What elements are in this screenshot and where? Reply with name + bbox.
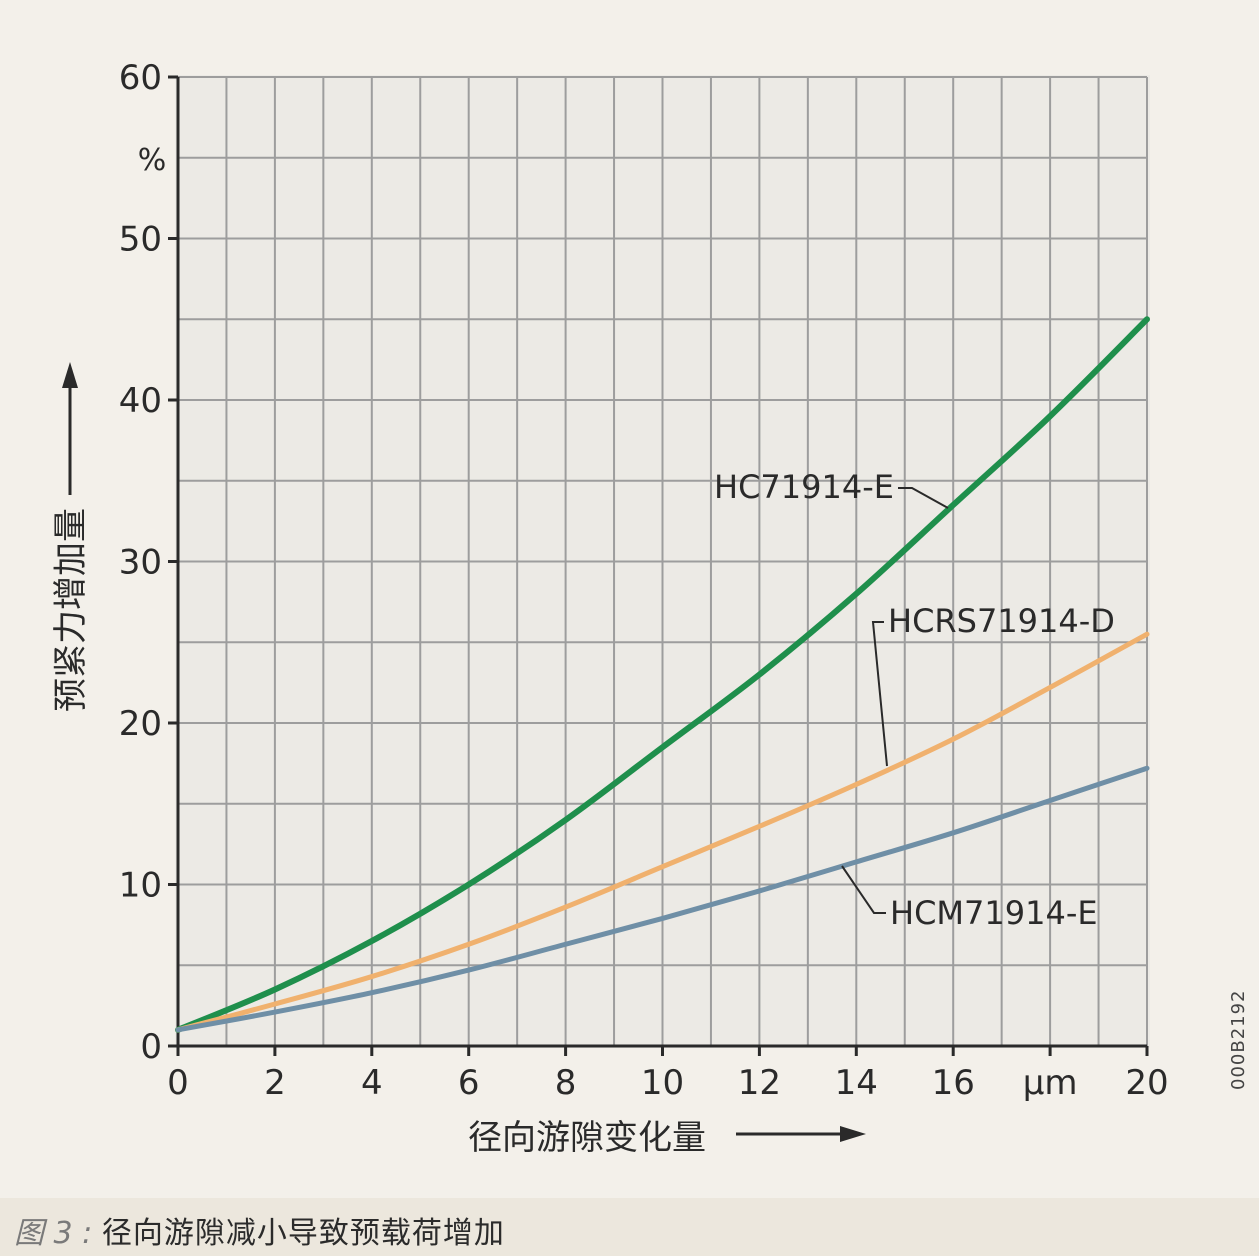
x-tick-label: 8: [555, 1063, 577, 1103]
series-lines: [175, 316, 1150, 1033]
series-label-2: HCM71914-E: [890, 894, 1098, 932]
x-tick-label: 20: [1125, 1063, 1168, 1103]
x-tick-label: 12: [738, 1063, 781, 1103]
x-axis-arrow-head: [840, 1126, 866, 1142]
tick-labels: 0 10 20 30 40 50 60% 0 2 4 6 8 10 12 14 16 μm 20: [119, 58, 1169, 1103]
figure-caption: 图 3 : 径向游隙减小导致预载荷增加: [14, 1208, 505, 1252]
figure-id: 000B2192: [1228, 989, 1249, 1090]
x-axis-title: 径向游隙变化量: [468, 1118, 706, 1158]
y-tick-label: 0: [140, 1027, 162, 1067]
y-tick-label: 10: [119, 866, 162, 906]
leader-line-2: [841, 865, 886, 914]
series-line-1: [175, 631, 1150, 1033]
figure-number: 图 3 :: [14, 1216, 93, 1251]
y-axis-arrow-head: [62, 362, 78, 388]
x-tick-label: 0: [167, 1063, 189, 1103]
y-tick-label: 50: [119, 220, 162, 260]
leader-line-0: [898, 487, 949, 509]
x-tick-label: 6: [458, 1063, 480, 1103]
x-tick-label: 2: [264, 1063, 286, 1103]
caption-bar: [0, 1198, 1259, 1256]
y-tick-label: 20: [119, 704, 162, 744]
x-tick-label: 16: [932, 1063, 975, 1103]
x-tick-label: μm: [1023, 1063, 1078, 1103]
series-label-0: HC71914-E: [714, 468, 894, 506]
x-tick-label: 14: [835, 1063, 878, 1103]
y-tick-label: 30: [119, 543, 162, 583]
y-tick-label: 40: [119, 381, 162, 421]
x-tick-label: 10: [641, 1063, 684, 1103]
figure-title: 径向游隙减小导致预载荷增加: [101, 1216, 505, 1251]
axes: [168, 75, 1149, 1056]
x-tick-label: 4: [361, 1063, 383, 1103]
series-label-1: HCRS71914-D: [888, 602, 1115, 640]
y-tick-label: 60: [119, 58, 162, 98]
leader-line-1: [871, 621, 888, 767]
series-line-2: [175, 765, 1150, 1033]
y-unit-label: %: [138, 143, 167, 178]
y-axis-title: 预紧力增加量: [51, 508, 91, 712]
series-labels: HC71914-E HCRS71914-D HCM71914-E: [714, 468, 1115, 932]
series-line-0: [175, 316, 1150, 1033]
axis-titles: 径向游隙变化量 预紧力增加量: [51, 362, 866, 1158]
